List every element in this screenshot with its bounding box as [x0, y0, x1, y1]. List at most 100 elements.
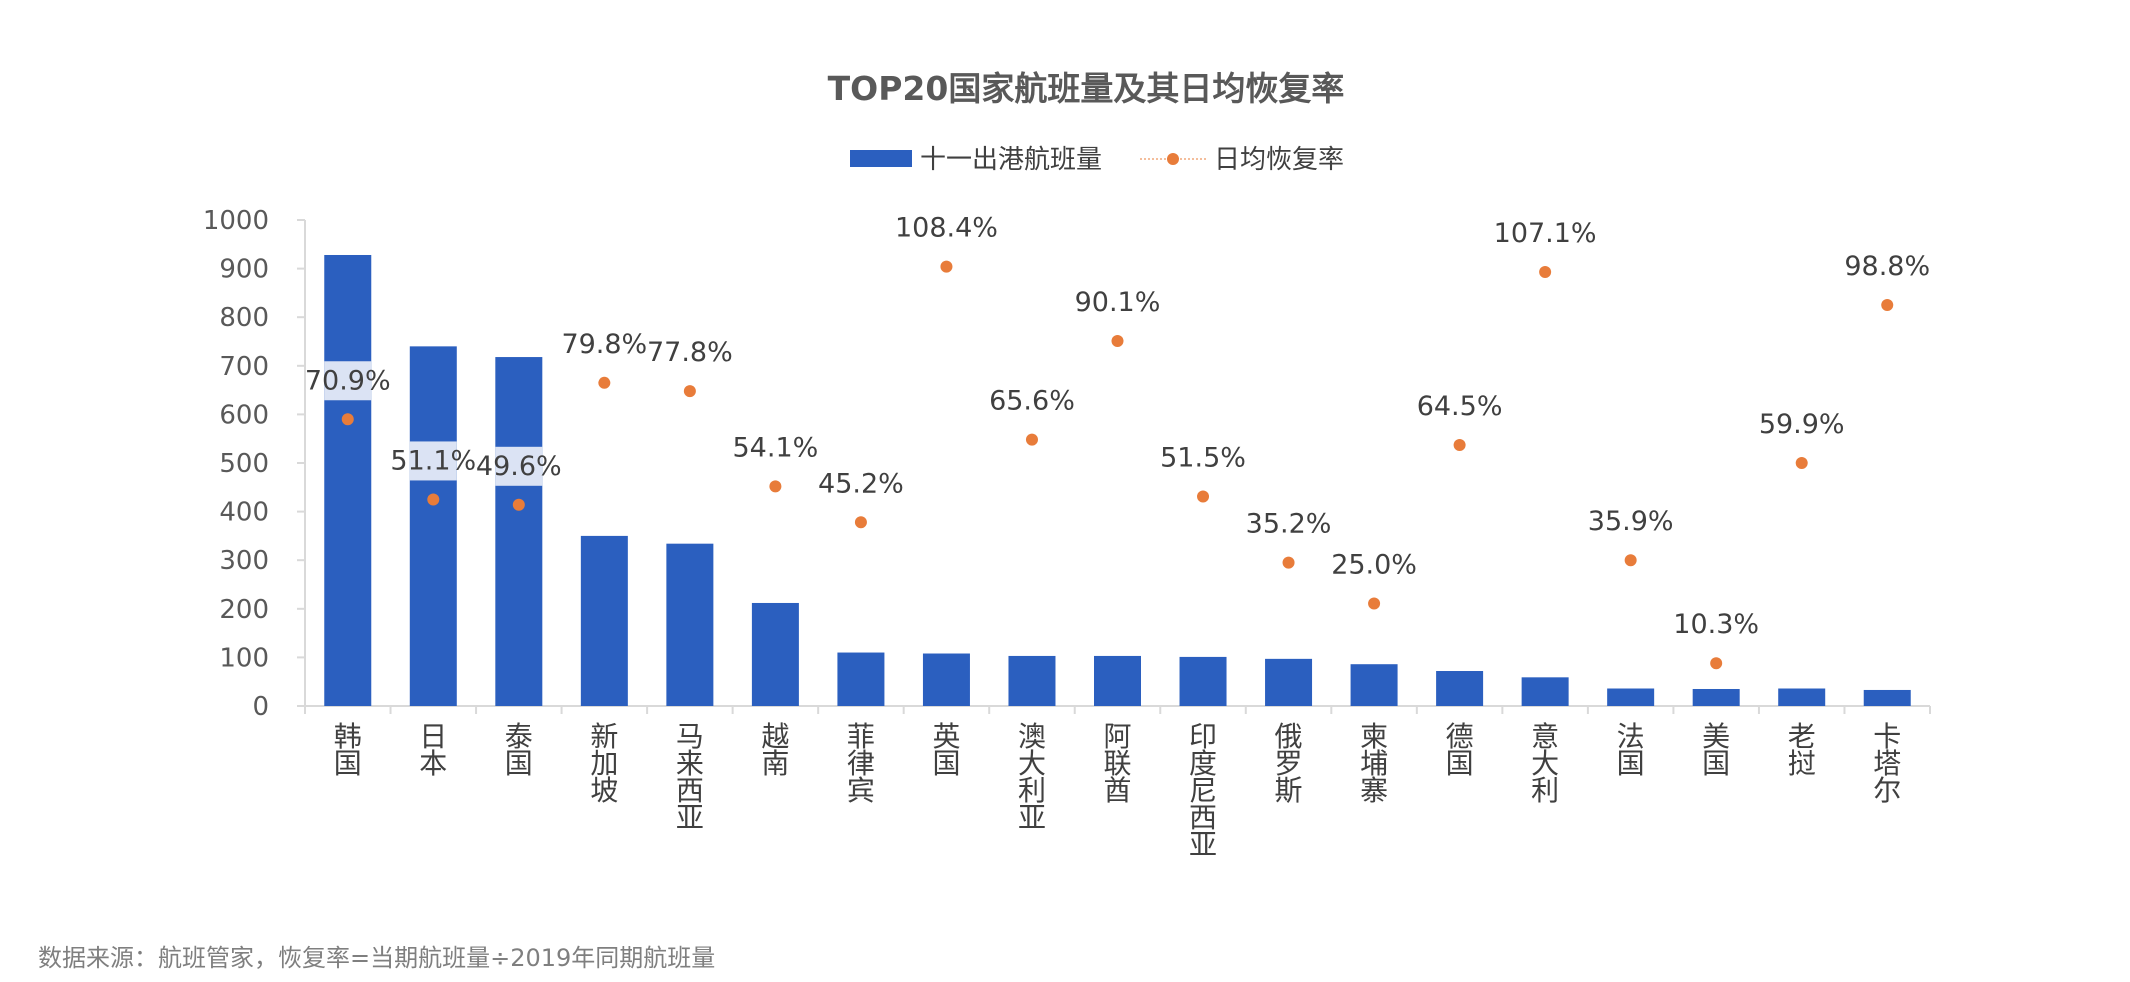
x-category-label: 韩国 [334, 720, 362, 780]
legend: 十一出港航班量 日均恢复率 [850, 145, 1344, 175]
dot-marker [1111, 335, 1124, 348]
x-category-label: 新加坡 [590, 720, 618, 807]
legend-dot-swatch [1167, 153, 1179, 165]
y-tick-label: 800 [219, 303, 269, 333]
y-tick-label: 500 [219, 449, 269, 479]
legend-bar-label: 十一出港航班量 [920, 145, 1102, 175]
dot-marker [598, 376, 611, 389]
dot-marker [1539, 266, 1552, 279]
chart-title: TOP20国家航班量及其日均恢复率 [828, 69, 1345, 108]
x-category-label: 泰国 [505, 720, 533, 780]
legend-dot-label: 日均恢复率 [1214, 145, 1344, 175]
dot-data-label: 51.5% [1160, 443, 1246, 474]
bar [1436, 671, 1484, 706]
dot-data-label-background [409, 441, 457, 481]
bar [324, 254, 372, 706]
x-category-label: 美国 [1702, 720, 1730, 780]
dot-data-label: 35.2% [1246, 509, 1332, 540]
dot-marker [1368, 597, 1381, 610]
dot-marker [1881, 299, 1894, 312]
dot-data-label: 25.0% [1331, 549, 1417, 580]
bar [1179, 656, 1227, 706]
dot-data-label: 49.6% [476, 451, 562, 482]
x-category-label: 法国 [1617, 720, 1645, 780]
dot-data-label: 77.8% [647, 337, 733, 368]
dot-data-label-background [324, 361, 372, 401]
x-category-label: 意大利 [1531, 720, 1559, 807]
dot-marker [1025, 433, 1038, 446]
dot-data-label: 10.3% [1673, 609, 1759, 640]
dot-marker [854, 516, 867, 529]
bar [409, 346, 457, 706]
bar [837, 652, 885, 706]
bar [495, 357, 543, 706]
y-tick-label: 700 [219, 352, 269, 382]
y-tick-label: 200 [219, 595, 269, 625]
dot-data-label: 107.1% [1494, 218, 1597, 249]
dot-marker [1624, 554, 1637, 567]
dot-data-label: 108.4% [895, 213, 998, 244]
y-tick-label: 600 [219, 400, 269, 430]
bar [1008, 655, 1056, 706]
dot-marker [512, 498, 525, 511]
bar [1350, 664, 1398, 706]
y-tick-label: 300 [219, 546, 269, 576]
dot-data-label: 70.9% [305, 365, 391, 396]
bar [1778, 688, 1826, 706]
x-category-label: 阿联酋 [1103, 720, 1131, 807]
bar [666, 543, 714, 706]
y-tick-label: 900 [219, 255, 269, 285]
x-category-label: 菲律宾 [847, 720, 875, 807]
dot-marker [683, 385, 696, 398]
dot-data-label: 35.9% [1588, 506, 1674, 537]
bar [751, 602, 799, 706]
chart: TOP20国家航班量及其日均恢复率 十一出港航班量 日均恢复率 0 100 200 3… [203, 69, 1931, 861]
dot-data-label: 79.8% [561, 329, 647, 360]
x-category-label: 英国 [932, 720, 960, 780]
legend-bar-swatch [850, 150, 912, 167]
dot-marker [1197, 490, 1210, 503]
y-tick-label: 100 [219, 643, 269, 673]
x-category-label: 印度尼西亚 [1189, 720, 1217, 861]
bar [1521, 677, 1569, 706]
bar [922, 653, 970, 706]
dot-marker [1710, 657, 1723, 670]
dot-series: 70.9% 51.1% 49.6% 79.8% 77.8% 54.1% 45.2% 108.4… [305, 213, 1930, 670]
dot-data-label: 51.1% [390, 445, 476, 476]
y-tick-label: 400 [219, 498, 269, 528]
x-category-label: 越南 [761, 720, 789, 780]
dot-marker [940, 260, 953, 273]
source-note: 数据来源：航班管家，恢复率=当期航班量÷2019年同期航班量 [38, 944, 716, 972]
y-tick-label: 0 [252, 692, 269, 722]
dot-data-label: 98.8% [1844, 251, 1930, 282]
dot-data-label: 64.5% [1417, 391, 1503, 422]
x-category-label: 日本 [419, 720, 447, 780]
bar [1692, 688, 1740, 706]
x-category-label: 柬埔寨 [1360, 720, 1388, 807]
bar [1863, 689, 1911, 706]
y-axis: 0 100 200 300 400 500 600 700 800 900 1000 [203, 206, 306, 722]
bar [1094, 655, 1141, 706]
x-category-label: 马来西亚 [676, 720, 704, 834]
bar-series [324, 254, 1911, 706]
dot-marker [769, 480, 782, 493]
dot-data-label: 65.6% [989, 386, 1075, 417]
dot-marker [1795, 457, 1808, 469]
dot-marker [427, 493, 440, 506]
bar [1265, 658, 1313, 706]
bar [580, 535, 628, 706]
dot-data-label: 54.1% [733, 432, 819, 463]
dot-data-label-background [495, 446, 543, 486]
bar [1607, 688, 1655, 706]
dot-data-label: 59.9% [1759, 409, 1845, 440]
y-tick-label: 1000 [203, 206, 269, 236]
x-category-label: 德国 [1446, 720, 1474, 780]
x-category-label: 俄罗斯 [1275, 720, 1303, 807]
x-category-label: 老挝 [1788, 720, 1816, 780]
dot-data-label: 90.1% [1075, 287, 1161, 318]
dot-marker [1282, 556, 1295, 569]
dot-marker [1453, 439, 1466, 452]
dot-data-label: 45.2% [818, 468, 904, 499]
x-category-label: 卡塔尔 [1873, 720, 1901, 807]
